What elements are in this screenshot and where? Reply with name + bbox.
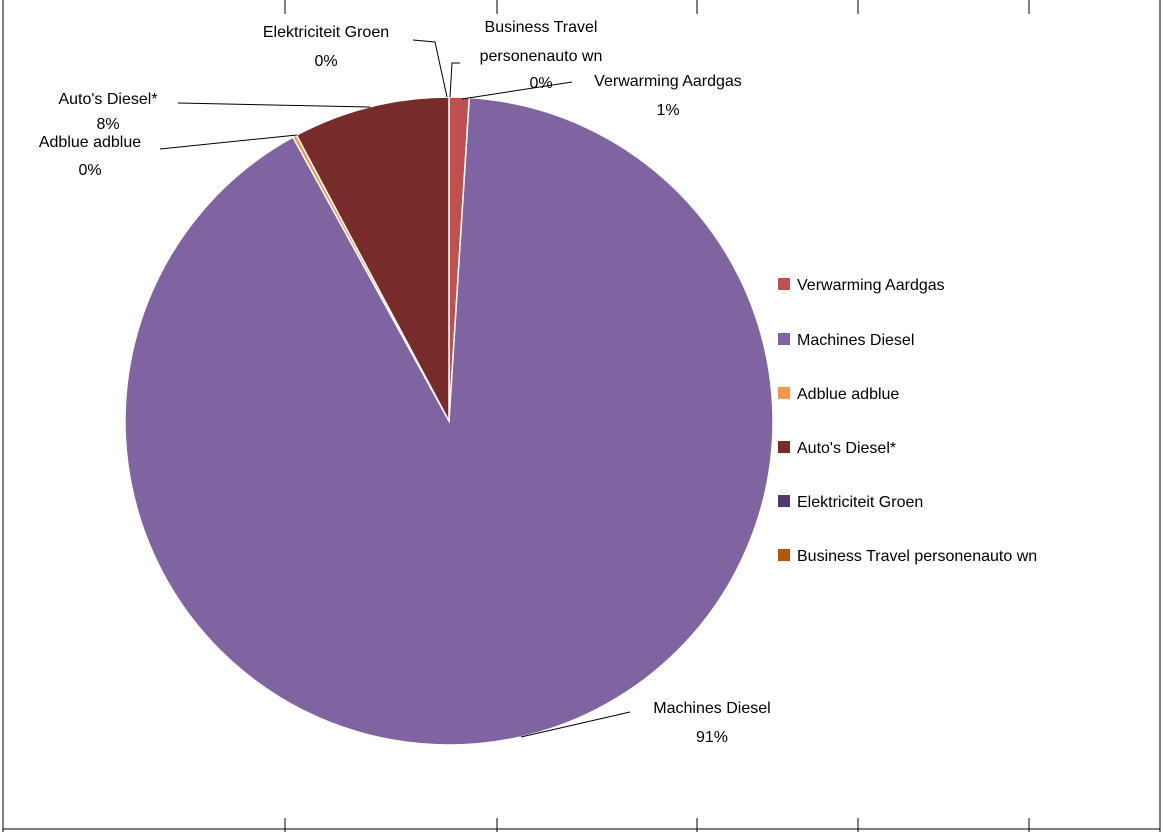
pie-slices <box>124 96 774 746</box>
legend-swatch-autos <box>778 441 790 453</box>
leader-line-autos <box>177 102 371 108</box>
data-labels: Elektriciteit Groen 0% Business Travel p… <box>39 19 771 746</box>
legend-label-autos: Auto's Diesel* <box>797 440 896 457</box>
legend-label-machines: Machines Diesel <box>797 332 914 349</box>
leader-line-business-travel <box>449 62 460 98</box>
legend-label-adblue: Adblue adblue <box>797 386 899 403</box>
label-business-travel-name-line1: Business Travel <box>485 19 598 36</box>
leader-lines <box>159 39 631 738</box>
label-elektriciteit-name: Elektriciteit Groen <box>263 24 389 41</box>
leader-line-adblue <box>159 134 298 150</box>
leader-line-machines <box>520 711 631 738</box>
label-adblue-value: 0% <box>78 162 101 179</box>
legend-label-elektriciteit: Elektriciteit Groen <box>797 494 923 511</box>
legend-swatch-business-travel <box>778 549 790 561</box>
pie-slice-auto-s-diesel <box>295 96 450 422</box>
leader-line-elektriciteit <box>412 39 448 98</box>
legend-label-verwarming: Verwarming Aardgas <box>797 277 945 294</box>
legend: Verwarming Aardgas Machines Diesel Adblu… <box>778 277 1037 565</box>
label-elektriciteit-value: 0% <box>314 53 337 70</box>
label-machines-name: Machines Diesel <box>653 700 770 717</box>
legend-swatch-machines <box>778 333 790 345</box>
label-autos-name: Auto's Diesel* <box>58 91 157 108</box>
pie-slice-machines-diesel <box>124 96 774 746</box>
leader-line-verwarming <box>461 81 573 100</box>
label-autos-value: 8% <box>96 116 119 133</box>
legend-swatch-adblue <box>778 387 790 399</box>
label-business-travel-name-line2: personenauto wn <box>480 48 603 65</box>
legend-swatch-elektriciteit <box>778 495 790 507</box>
label-verwarming-value: 1% <box>656 102 679 119</box>
label-machines-value: 91% <box>696 729 728 746</box>
label-verwarming-name: Verwarming Aardgas <box>594 73 742 90</box>
legend-swatch-verwarming <box>778 278 790 290</box>
legend-label-business-travel: Business Travel personenauto wn <box>797 548 1037 565</box>
label-adblue-name: Adblue adblue <box>39 134 141 151</box>
label-business-travel-value: 0% <box>529 75 552 92</box>
